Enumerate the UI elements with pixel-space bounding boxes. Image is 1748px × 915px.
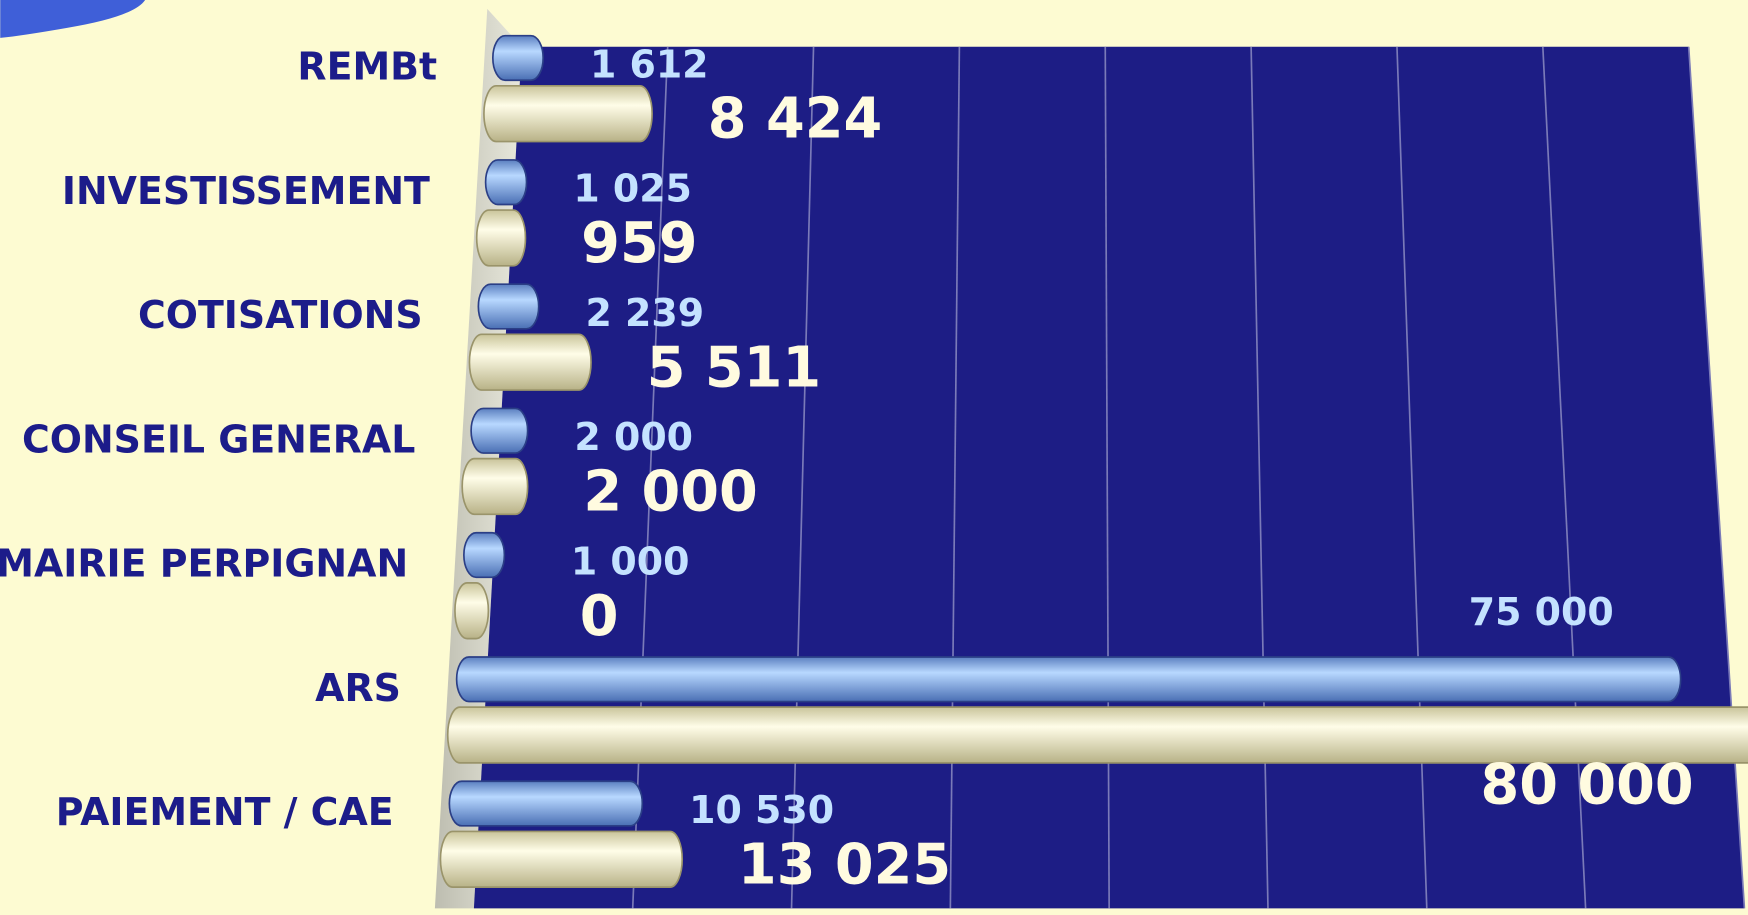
data-label: 1 000 [571,539,690,583]
bar [448,780,644,827]
category-label: MAIRIE PERPIGNAN [0,542,408,586]
grid-line [790,46,815,909]
data-label: 2 000 [574,415,693,459]
grid-line [1687,46,1746,909]
grid-line [949,46,961,909]
grid-line [1250,46,1269,909]
data-label: 75 000 [1469,590,1614,634]
category-label: COTISATIONS [138,293,423,337]
bar [477,283,540,330]
category-label: INVESTISSEMENT [62,169,430,213]
data-label: 1 025 [573,167,692,211]
data-label: 2 000 [583,460,757,525]
data-label: 13 025 [738,832,951,897]
data-label: 1 612 [590,42,709,86]
grid-line [1542,46,1587,909]
bar [483,84,653,143]
data-label: 80 000 [1480,753,1693,818]
data-label: 5 511 [647,335,821,400]
bar [454,582,490,640]
data-label: 8 424 [708,87,882,152]
bar [463,531,506,579]
bar [461,457,529,516]
category-label: REMBt [297,45,437,89]
bar [455,656,1682,703]
data-label: 2 239 [585,291,704,335]
grid-line [1396,46,1428,909]
grid-line [631,46,669,909]
bar [439,830,684,888]
data-label: 0 [580,584,619,649]
bar [475,209,527,267]
category-label: PAIEMENT / CAE [56,790,394,834]
decoration [0,0,146,38]
category-label: CONSEIL GENERAL [22,417,415,461]
bar [468,333,592,391]
bar [446,706,1748,764]
bar [470,407,529,454]
bar [484,159,528,206]
bar [492,34,544,82]
category-label: ARS [315,666,401,710]
data-label: 959 [581,211,697,276]
data-label: 10 530 [689,788,834,832]
grid-line [1104,46,1110,909]
